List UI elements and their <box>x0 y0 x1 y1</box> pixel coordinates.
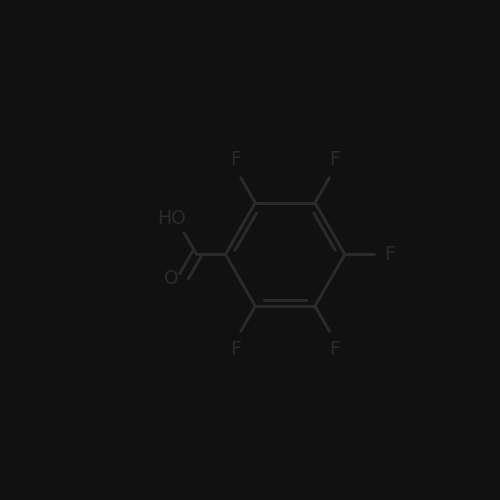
Text: F: F <box>329 150 340 169</box>
Text: F: F <box>230 150 241 169</box>
Text: F: F <box>329 340 340 359</box>
Text: F: F <box>230 340 241 359</box>
Text: F: F <box>384 245 394 264</box>
Text: O: O <box>164 268 179 287</box>
Text: HO: HO <box>157 209 186 228</box>
